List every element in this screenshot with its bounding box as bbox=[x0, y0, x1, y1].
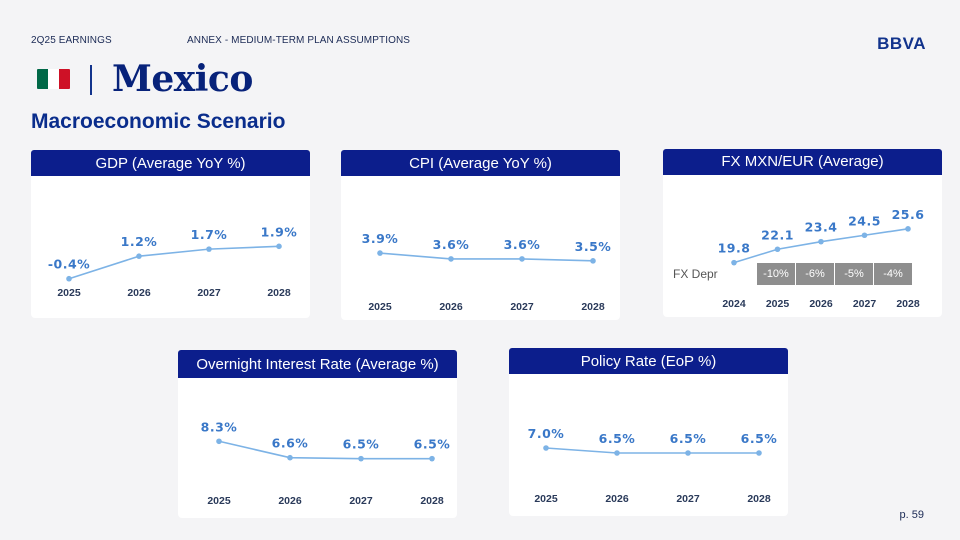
x-tick-label: 2027 bbox=[510, 301, 534, 313]
flag-band-red bbox=[59, 69, 70, 89]
data-point bbox=[287, 454, 293, 461]
x-tick-label: 2025 bbox=[57, 287, 81, 299]
data-point bbox=[756, 450, 762, 456]
data-point bbox=[519, 256, 525, 262]
cpi-card-title: CPI (Average YoY %) bbox=[341, 150, 620, 176]
policy-rate-card-title: Policy Rate (EoP %) bbox=[509, 348, 788, 374]
data-point bbox=[358, 455, 364, 462]
fx-depr-row: FX Depr -10% -6% -5% -4% bbox=[663, 263, 913, 285]
data-point bbox=[861, 232, 868, 239]
data-label: 22.1 bbox=[761, 227, 794, 242]
policy-rate-card: Policy Rate (EoP %) 7.0% 2025 6.5% 2026 6.5%… bbox=[509, 348, 788, 516]
header-earnings-label: 2Q25 EARNINGS bbox=[31, 35, 112, 46]
data-point bbox=[614, 450, 620, 456]
data-point bbox=[774, 246, 781, 253]
fx-depr-cell: -10% bbox=[757, 263, 795, 285]
fx-card: FX MXN/EUR (Average) 19.8 2024 22.1 2025 23.… bbox=[663, 149, 942, 317]
x-tick-label: 2026 bbox=[278, 495, 302, 507]
data-label: 23.4 bbox=[805, 220, 838, 235]
x-tick-label: 2027 bbox=[853, 298, 877, 310]
policy-rate-chart: 7.0% 2025 6.5% 2026 6.5% 2027 6.5% 2028 bbox=[528, 426, 778, 505]
fx-depr-cell: -5% bbox=[835, 263, 873, 285]
data-point bbox=[818, 238, 824, 245]
bbva-logo: BBVA bbox=[877, 34, 926, 53]
data-point bbox=[905, 226, 911, 232]
series-line bbox=[218, 440, 432, 460]
gdp-card-title: GDP (Average YoY %) bbox=[31, 150, 310, 176]
x-tick-label: 2025 bbox=[766, 298, 790, 310]
fx-card-title: FX MXN/EUR (Average) bbox=[663, 149, 942, 175]
x-tick-label: 2028 bbox=[581, 301, 605, 313]
fx-depr-cell: -6% bbox=[796, 263, 834, 285]
gdp-chart: -0.4% 2025 1.2% 2026 1.7% 2027 1.9% 2028 bbox=[48, 224, 298, 299]
section-subtitle: Macroeconomic Scenario bbox=[31, 110, 286, 133]
data-label: 1.7% bbox=[191, 227, 228, 242]
data-label: 3.6% bbox=[433, 237, 470, 252]
data-point bbox=[206, 246, 212, 252]
data-label: 1.2% bbox=[121, 234, 158, 249]
overnight-rate-chart: 8.3% 2025 6.6% 2026 6.5% 2027 6.5% 2028 bbox=[201, 419, 451, 507]
x-tick-label: 2028 bbox=[747, 493, 771, 505]
fx-depr-label: FX Depr bbox=[673, 267, 718, 281]
data-label: 3.6% bbox=[504, 237, 541, 252]
page-number: p. 59 bbox=[899, 509, 924, 521]
data-point bbox=[685, 450, 691, 456]
fx-depr-cell: -4% bbox=[874, 263, 912, 285]
mexico-flag-icon bbox=[37, 69, 70, 89]
data-label: 3.5% bbox=[575, 239, 612, 254]
x-tick-label: 2028 bbox=[896, 298, 920, 310]
data-label: 24.5 bbox=[848, 213, 881, 228]
data-label: 6.5% bbox=[414, 437, 451, 452]
x-tick-label: 2024 bbox=[722, 298, 746, 310]
data-label: 25.6 bbox=[892, 207, 925, 222]
x-tick-label: 2027 bbox=[676, 493, 700, 505]
series-line bbox=[379, 252, 594, 262]
data-point bbox=[429, 455, 435, 462]
data-label: -0.4% bbox=[48, 257, 90, 272]
page-title: Mexico bbox=[112, 58, 253, 100]
x-tick-label: 2026 bbox=[439, 301, 463, 313]
gdp-card: GDP (Average YoY %) -0.4% 2025 1.2% 2026 1.7… bbox=[31, 150, 310, 318]
data-point bbox=[448, 256, 454, 262]
data-point bbox=[590, 258, 596, 264]
x-tick-label: 2026 bbox=[605, 493, 629, 505]
flag-band-white bbox=[48, 69, 59, 89]
fx-chart: 19.8 2024 22.1 2025 23.4 2026 24.5 2027 25.6 2028 bbox=[718, 207, 925, 310]
data-point bbox=[543, 445, 549, 451]
x-tick-label: 2028 bbox=[420, 495, 444, 507]
data-point bbox=[731, 259, 737, 266]
data-label: 3.9% bbox=[362, 231, 399, 246]
x-tick-label: 2028 bbox=[267, 287, 291, 299]
data-point bbox=[136, 253, 142, 259]
header-section-label: ANNEX - MEDIUM-TERM PLAN ASSUMPTIONS bbox=[187, 35, 411, 46]
data-label: 6.5% bbox=[670, 431, 707, 446]
data-label: 6.5% bbox=[741, 431, 778, 446]
overnight-rate-card: Overnight Interest Rate (Average %) 8.3%… bbox=[178, 350, 457, 518]
data-label: 7.0% bbox=[528, 426, 565, 441]
data-label: 6.5% bbox=[599, 431, 636, 446]
data-label: 8.3% bbox=[201, 419, 238, 434]
series-line bbox=[545, 447, 759, 454]
title-divider bbox=[90, 65, 92, 95]
flag-band-green bbox=[37, 69, 48, 89]
x-tick-label: 2026 bbox=[809, 298, 833, 310]
data-label: 1.9% bbox=[261, 224, 298, 239]
cpi-chart: 3.9% 2025 3.6% 2026 3.6% 2027 3.5% 2028 bbox=[362, 231, 612, 313]
x-tick-label: 2027 bbox=[197, 287, 221, 299]
x-tick-label: 2027 bbox=[349, 495, 373, 507]
data-point bbox=[66, 275, 72, 282]
overnight-rate-card-title: Overnight Interest Rate (Average %) bbox=[178, 350, 457, 378]
x-tick-label: 2025 bbox=[534, 493, 558, 505]
x-tick-label: 2026 bbox=[127, 287, 151, 299]
x-tick-label: 2025 bbox=[368, 301, 392, 313]
x-tick-label: 2025 bbox=[207, 495, 231, 507]
data-point bbox=[377, 250, 383, 256]
data-point bbox=[216, 438, 222, 445]
cpi-card: CPI (Average YoY %) 3.9% 2025 3.6% 2026 3.6%… bbox=[341, 150, 620, 320]
series-line bbox=[68, 245, 280, 280]
data-label: 6.6% bbox=[272, 436, 309, 451]
data-point bbox=[276, 243, 282, 250]
data-label: 6.5% bbox=[343, 437, 380, 452]
data-label: 19.8 bbox=[718, 241, 751, 256]
